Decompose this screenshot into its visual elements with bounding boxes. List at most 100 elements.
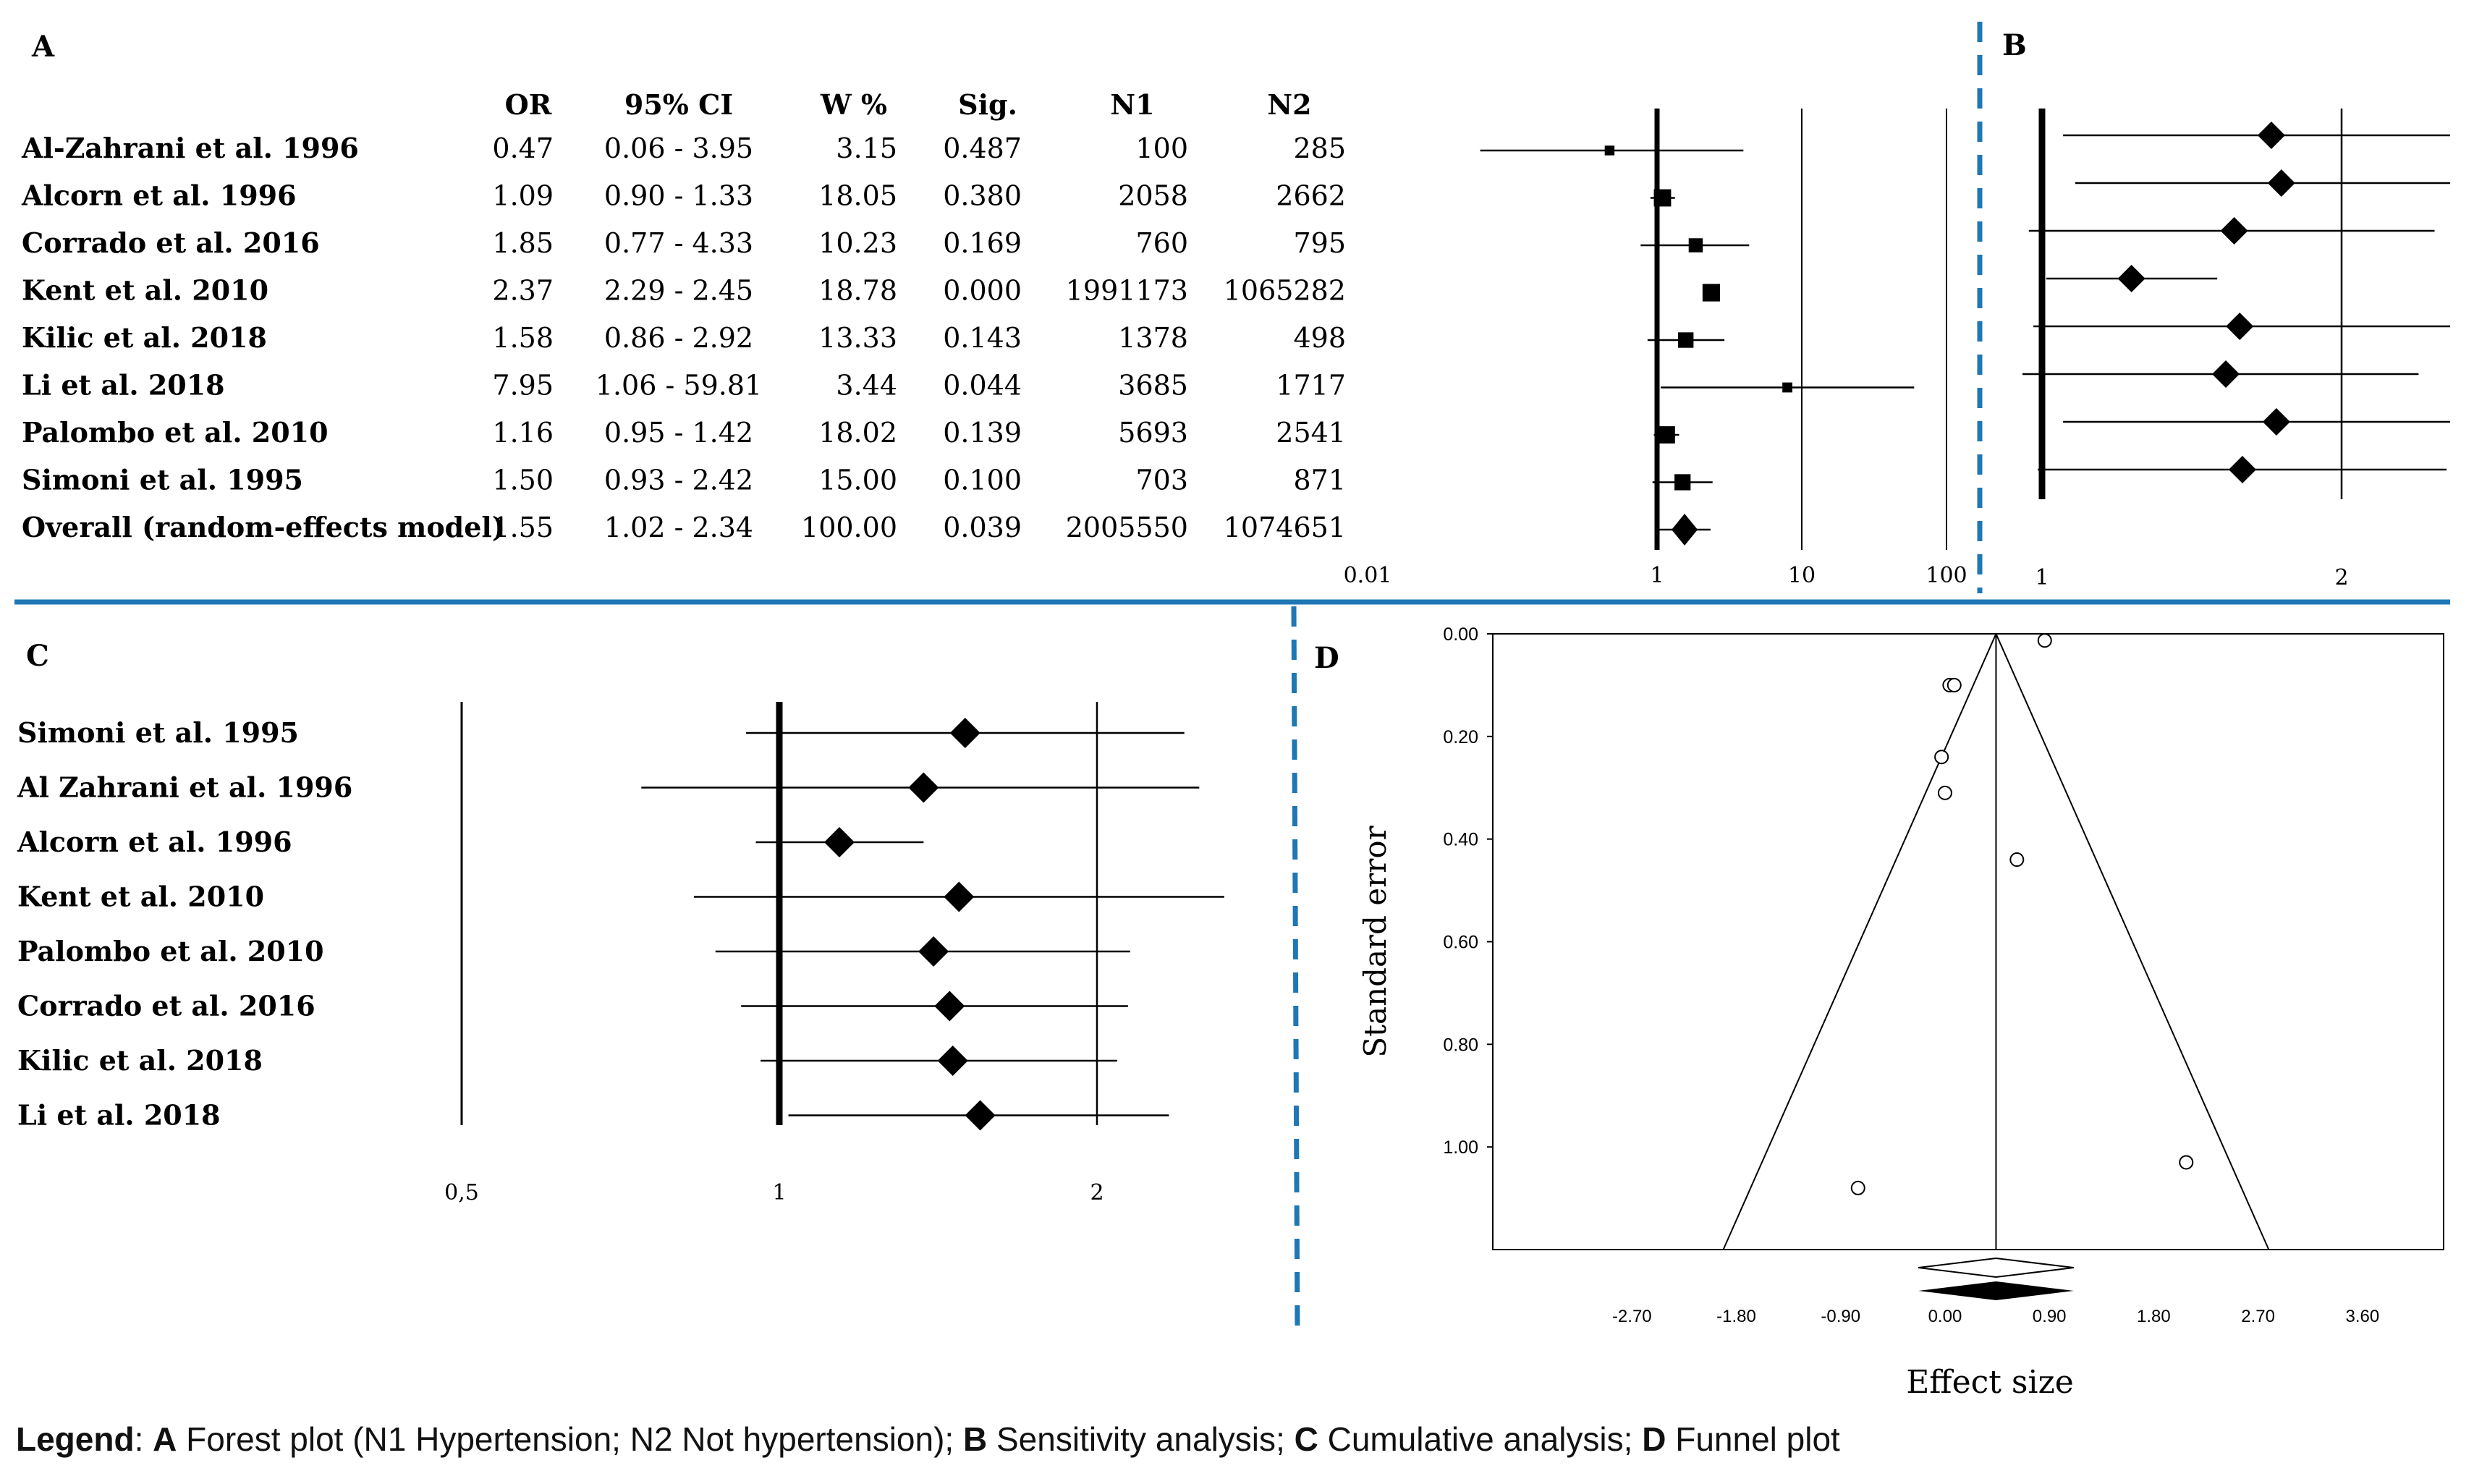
table-cell: 1.55 (492, 512, 554, 543)
effect-square (1653, 189, 1672, 207)
panel-label-a: A (31, 30, 55, 64)
table-cell: 5693 (1118, 417, 1188, 449)
table-cell: 0.039 (943, 512, 1022, 543)
table-cell: 760 (1135, 227, 1188, 259)
legend-key-c: C (1294, 1420, 1318, 1458)
x-axis-label: Effect size (1906, 1364, 2074, 1401)
vertical-divider-bottom (1291, 606, 1300, 1332)
effect-diamond (823, 827, 855, 857)
legend-text-b: Sensitivity analysis; (987, 1420, 1295, 1458)
panel-label-c: C (26, 639, 49, 673)
table-cell: 1.50 (492, 465, 554, 496)
effect-diamond (2262, 408, 2290, 436)
effect-square (1702, 284, 1721, 302)
tick-label: 2 (2334, 565, 2348, 590)
effect-diamond (918, 936, 949, 967)
study-point (1937, 785, 1952, 800)
funnel-plot-d: 0.00 0.20 0.40 0.60 0.80 1.00 -2.70 -1.80 -0.90 0… (1357, 624, 2444, 1401)
tick-label: 0,5 (444, 1180, 479, 1205)
effect-diamond (2257, 122, 2285, 149)
effect-diamond (2228, 456, 2256, 483)
table-cell: 795 (1293, 227, 1346, 259)
x-tick-label: 0.00 (1928, 1307, 1962, 1326)
study-label: Li et al. 2018 (17, 1099, 221, 1132)
table-cell: 13.33 (818, 322, 897, 354)
table-cell: 1717 (1276, 370, 1346, 402)
table-cell: 0.93 - 2.42 (604, 465, 753, 496)
study-label: Al Zahrani et al. 1996 (17, 771, 352, 804)
table-header: N1 (1110, 88, 1154, 121)
table-cell: 1.06 - 59.81 (596, 370, 762, 402)
legend-text-d: Funnel plot (1666, 1420, 1840, 1458)
effect-diamond (949, 718, 980, 748)
study-label: Alcorn et al. 1996 (17, 826, 292, 858)
legend-text-c: Cumulative analysis; (1318, 1420, 1643, 1458)
effect-square (1604, 145, 1615, 156)
table-cell: 15.00 (818, 465, 897, 496)
table-cell: 10.23 (818, 227, 897, 259)
legend-key-d: D (1642, 1420, 1666, 1458)
table-cell: 1074651 (1224, 512, 1346, 543)
table-cell: 18.02 (818, 417, 897, 449)
plot-frame (1492, 633, 2444, 1250)
summary-diamond-open (1918, 1257, 2074, 1279)
effect-diamond (934, 991, 965, 1022)
table-cell: 285 (1293, 132, 1346, 164)
panel-label-b: B (2002, 28, 2027, 62)
study-label: Kent et al. 2010 (17, 881, 264, 913)
study-point (1946, 677, 1962, 692)
legend-key-b: B (962, 1420, 988, 1458)
study-label: Kilic et al. 2018 (17, 1044, 263, 1077)
table-cell: 2.29 - 2.45 (604, 275, 753, 307)
y-tick-label: 0.60 (1443, 933, 1478, 953)
study-label: Li et al. 2018 (22, 369, 225, 402)
table-cell: 2.37 (492, 275, 554, 307)
table-cell: 2662 (1276, 180, 1346, 212)
table-cell: 100 (1135, 132, 1188, 164)
effect-diamond (908, 772, 939, 803)
table-header: N2 (1267, 88, 1311, 121)
tick-label: 100 (1926, 563, 1967, 588)
study-point (2009, 852, 2025, 868)
table-cell: 2058 (1118, 180, 1188, 212)
table-cell: 3.44 (836, 370, 897, 402)
effect-square (1678, 332, 1694, 348)
table-cell: 2541 (1276, 417, 1346, 449)
tick-label: 1 (2035, 565, 2049, 590)
legend-key-a: A (153, 1420, 177, 1458)
y-tick-label: 0.20 (1443, 727, 1478, 747)
study-label: Palombo et al. 2010 (22, 416, 329, 449)
table-cell: 1.16 (492, 417, 554, 449)
legend-lead: Legend (16, 1420, 135, 1458)
tick-label: 1 (772, 1180, 786, 1205)
effect-diamond (944, 881, 975, 912)
x-tick-label: 0.90 (2033, 1307, 2067, 1326)
y-axis-label: Standard error (1357, 825, 1393, 1057)
study-label: Kent et al. 2010 (22, 274, 268, 307)
table-header: W % (820, 88, 887, 121)
table-cell: 1991173 (1066, 275, 1188, 307)
effect-square (1688, 238, 1703, 253)
effect-diamond (937, 1046, 968, 1076)
effect-square (1657, 426, 1675, 444)
table-cell: 1065282 (1224, 275, 1346, 307)
forest-plot-a: 0.01 1 10 100 (1344, 109, 1967, 588)
study-label: Overall (random-effects model) (22, 511, 505, 543)
table-cell: 0.06 - 3.95 (604, 132, 753, 164)
table-cell: 3.15 (836, 132, 897, 164)
funnel-line-left (1722, 633, 1997, 1250)
tick-label: 2 (1090, 1180, 1103, 1205)
table-cell: 1.58 (492, 322, 554, 354)
study-label: Simoni et al. 1995 (22, 464, 303, 496)
summary-diamond-filled (1918, 1281, 2074, 1300)
x-tick-label: 1.80 (2137, 1307, 2171, 1326)
table-cell: 18.78 (818, 275, 897, 307)
table-cell: 1.09 (492, 180, 554, 212)
table-cell: 18.05 (818, 180, 897, 212)
forest-table-a: OR 95% CI W % Sig. N1 N2 Al-Zahrani et al. 199… (21, 88, 1346, 543)
figure-legend: Legend: A Forest plot (N1 Hypertension; … (16, 1420, 1840, 1458)
table-cell: 0.47 (492, 132, 554, 164)
y-tick-label: 0.80 (1443, 1035, 1478, 1055)
